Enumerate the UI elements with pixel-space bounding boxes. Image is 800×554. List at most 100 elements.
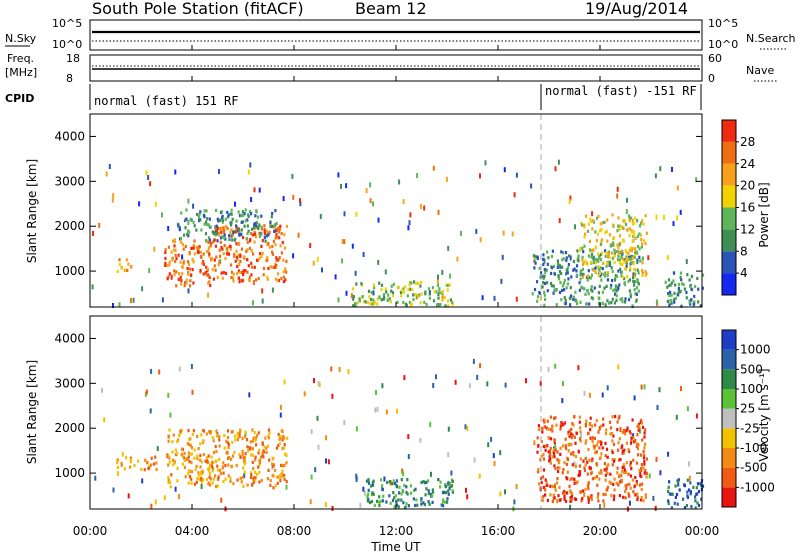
scatter-cell (572, 423, 575, 427)
scatter-cell (618, 283, 621, 287)
scatter-cell (599, 266, 602, 270)
scatter-cell (192, 260, 195, 264)
noise-cell (667, 451, 670, 457)
scatter-cell (553, 439, 556, 443)
scatter-cell (208, 469, 211, 473)
noise-cell (500, 278, 503, 284)
scatter-cell (352, 304, 355, 308)
noise-cell (493, 461, 496, 466)
noise-cell (153, 246, 156, 252)
scatter-cell (587, 431, 590, 435)
nave-label: Nave (746, 64, 774, 77)
scatter-cell (586, 278, 589, 282)
date-title: 19/Aug/2014 (585, 0, 688, 18)
noise-cell (643, 384, 646, 390)
scatter-cell (612, 236, 616, 240)
scatter-cell (244, 460, 247, 464)
scatter-cell (679, 275, 682, 280)
scatter-cell (241, 236, 245, 240)
scatter-cell (642, 449, 645, 454)
scatter-cell (212, 460, 215, 465)
scatter-cell (593, 436, 596, 441)
scatter-cell (424, 292, 427, 296)
scatter-cell (390, 289, 393, 293)
scatter-cell (388, 297, 391, 301)
noise-cell (324, 502, 327, 508)
scatter-cell (221, 218, 225, 222)
scatter-cell (542, 453, 545, 457)
noise-right-top: 10^5 (708, 17, 738, 30)
scatter-cell (623, 448, 626, 452)
scatter-cell (593, 286, 596, 290)
scatter-cell (634, 251, 637, 255)
scatter-cell (226, 429, 229, 433)
scatter-cell (284, 278, 287, 282)
scatter-cell (252, 477, 255, 481)
scatter-cell (574, 464, 577, 469)
scatter-cell (406, 478, 409, 482)
scatter-cell (437, 303, 440, 307)
noise-cell (145, 170, 148, 176)
scatter-cell (208, 475, 211, 479)
scatter-cell (251, 227, 254, 231)
scatter-cell (204, 232, 208, 236)
scatter-cell (543, 293, 546, 297)
scatter-cell (266, 277, 269, 281)
scatter-cell (619, 457, 622, 462)
scatter-cell (604, 473, 607, 477)
scatter-cell (622, 219, 625, 223)
scatter-cell (609, 261, 612, 266)
scatter-cell (381, 499, 385, 503)
noise-cell (127, 493, 130, 499)
scatter-cell (274, 277, 277, 281)
scatter-cell (254, 214, 257, 218)
scatter-cell (627, 492, 630, 496)
scatter-cell (394, 494, 397, 498)
scatter-cell (278, 236, 281, 240)
velocity-ylabel: Slant Range [km] (25, 360, 39, 464)
scatter-cell (240, 213, 243, 217)
scatter-cell (392, 479, 395, 483)
colorbar-tick-label: 4 (740, 266, 748, 280)
scatter-cell (219, 236, 223, 240)
colorbar-tick-label: 500 (740, 362, 763, 376)
scatter-cell (591, 440, 594, 444)
scatter-cell (583, 466, 586, 470)
scatter-cell (541, 498, 544, 502)
noise-cell (248, 392, 251, 398)
scatter-cell (597, 499, 600, 503)
noise-cell (167, 392, 170, 398)
scatter-cell (641, 242, 644, 246)
scatter-cell (192, 244, 195, 248)
scatter-cell (639, 221, 643, 225)
scatter-cell (640, 238, 643, 242)
scatter-cell (600, 227, 603, 232)
scatter-cell (645, 457, 648, 461)
scatter-cell (235, 249, 238, 253)
scatter-cell (225, 439, 228, 443)
scatter-cell (634, 475, 637, 480)
colorbar-swatch (722, 369, 736, 389)
noise-cell (525, 378, 527, 384)
scatter-cell (538, 266, 541, 271)
scatter-cell (610, 283, 613, 288)
noise-cell (355, 426, 358, 432)
scatter-cell (621, 257, 624, 261)
noise-cell (309, 243, 312, 248)
noise-left-top: 10^5 (52, 17, 82, 30)
scatter-cell (606, 455, 609, 459)
x-tick-label: 16:00 (481, 524, 516, 538)
scatter-cell (202, 252, 205, 256)
noise-cell (369, 198, 372, 204)
scatter-cell (277, 278, 281, 283)
scatter-cell (584, 463, 587, 467)
noise-cell (355, 473, 358, 479)
scatter-cell (417, 294, 420, 298)
scatter-cell (617, 224, 620, 228)
colorbar-swatch (722, 120, 736, 142)
scatter-cell (393, 505, 396, 509)
scatter-cell (635, 442, 638, 446)
scatter-cell (367, 289, 371, 293)
scatter-cell (592, 219, 595, 223)
scatter-cell (170, 473, 173, 477)
